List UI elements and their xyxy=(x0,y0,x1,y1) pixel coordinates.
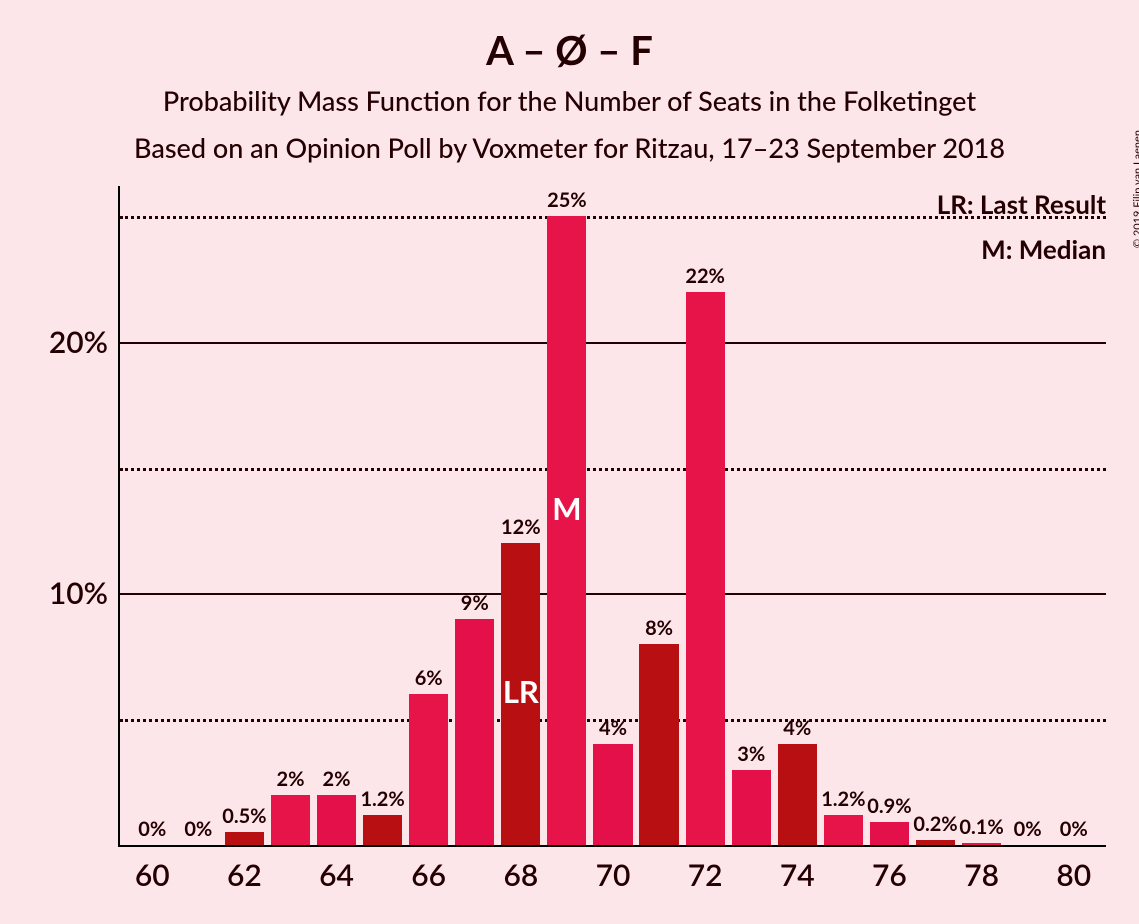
x-tick-label: 74 xyxy=(780,845,815,893)
median-marker: M xyxy=(552,489,581,527)
bar-value-label: 25% xyxy=(547,188,587,216)
bar-value-label: 2% xyxy=(323,767,351,795)
x-tick-label: 62 xyxy=(227,845,262,893)
legend-last-result: LR: Last Result xyxy=(937,188,1106,220)
bar-value-label: 0% xyxy=(184,817,212,845)
gridline-major xyxy=(120,593,1106,595)
x-tick-label: 78 xyxy=(964,845,999,893)
bar-value-label: 9% xyxy=(461,591,489,619)
bar: 22% xyxy=(686,292,725,845)
bar-value-label: 0% xyxy=(138,817,166,845)
bar-value-label: 22% xyxy=(685,264,725,292)
bar-value-label: 6% xyxy=(415,666,443,694)
chart-subtitle-2: Based on an Opinion Poll by Voxmeter for… xyxy=(0,131,1139,164)
bar-value-label: 3% xyxy=(737,742,765,770)
bar: 1.2% xyxy=(363,815,402,845)
bar: 2% xyxy=(271,795,310,845)
bar-value-label: 0% xyxy=(1014,817,1042,845)
bar: 1.2% xyxy=(824,815,863,845)
legend-median: M: Median xyxy=(981,233,1106,265)
bar: 0.9% xyxy=(870,822,909,845)
copyright-text: © 2019 Filip van Laenen xyxy=(1131,130,1139,248)
bar-value-label: 0.5% xyxy=(222,804,266,832)
bar-value-label: 1.2% xyxy=(360,787,404,815)
bar-value-label: 4% xyxy=(783,716,811,744)
x-tick-label: 64 xyxy=(319,845,354,893)
bar-value-label: 0% xyxy=(1060,817,1088,845)
gridline-major xyxy=(120,342,1106,344)
x-tick-label: 70 xyxy=(596,845,631,893)
plot-area: 10%20%0%0%0.5%2%2%1.2%6%9%12%LR25%M4%8%2… xyxy=(120,186,1106,845)
bar-value-label: 0.1% xyxy=(959,815,1003,843)
bar-value-label: 2% xyxy=(276,767,304,795)
y-axis xyxy=(118,186,120,845)
bar: 6% xyxy=(409,694,448,845)
bar: 9% xyxy=(455,619,494,845)
chart-subtitle-1: Probability Mass Function for the Number… xyxy=(0,84,1139,117)
bar: 8% xyxy=(639,644,678,845)
bar: 12%LR xyxy=(501,543,540,845)
bar: 0.5% xyxy=(225,832,264,845)
x-tick-label: 68 xyxy=(503,845,538,893)
bar: 4% xyxy=(778,744,817,845)
x-tick-label: 72 xyxy=(688,845,723,893)
last-result-marker: LR xyxy=(503,672,539,710)
bar-value-label: 12% xyxy=(501,515,541,543)
x-tick-label: 76 xyxy=(872,845,907,893)
bar: 2% xyxy=(317,795,356,845)
bar-value-label: 0.9% xyxy=(867,794,911,822)
bar-value-label: 0.2% xyxy=(913,812,957,840)
x-tick-label: 80 xyxy=(1056,845,1091,893)
x-tick-label: 66 xyxy=(411,845,446,893)
x-tick-label: 60 xyxy=(135,845,170,893)
bar-value-label: 4% xyxy=(599,716,627,744)
chart-canvas: A – Ø – F Probability Mass Function for … xyxy=(0,0,1139,924)
bar-value-label: 1.2% xyxy=(821,787,865,815)
y-tick-label: 10% xyxy=(49,575,120,611)
y-tick-label: 20% xyxy=(49,324,120,360)
bar: 25%M xyxy=(547,216,586,845)
bar-value-label: 8% xyxy=(645,616,673,644)
gridline-minor xyxy=(120,468,1106,471)
chart-title: A – Ø – F xyxy=(0,26,1139,74)
bar: 4% xyxy=(593,744,632,845)
bar: 3% xyxy=(732,770,771,845)
